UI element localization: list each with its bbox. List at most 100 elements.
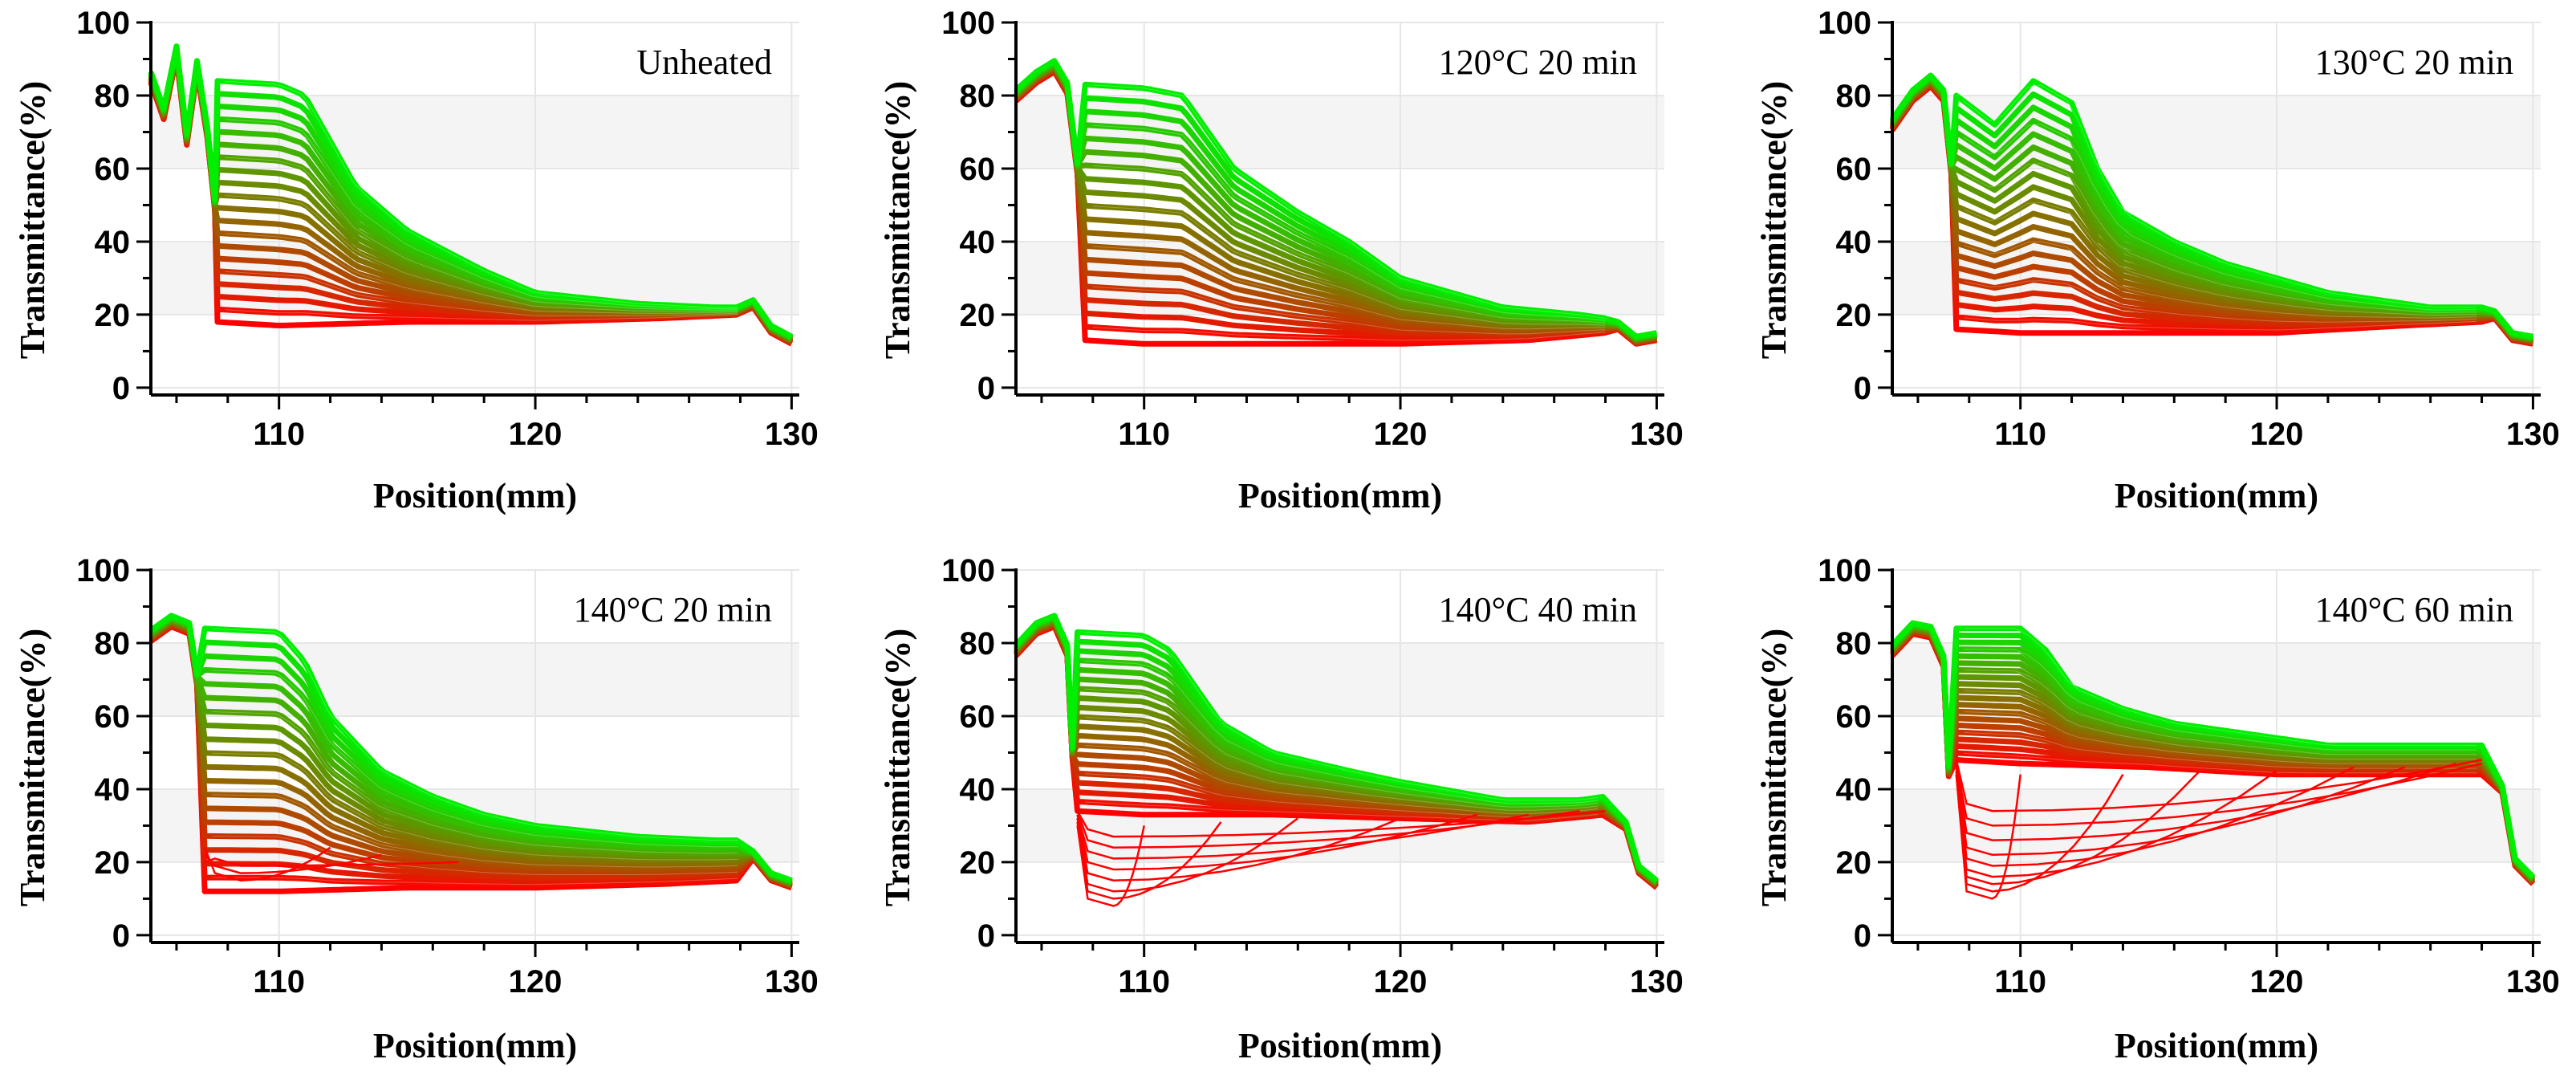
- x-tick-label: 130: [765, 417, 819, 452]
- transmittance-curve-20: [1014, 613, 1659, 883]
- curve-separator: [212, 752, 738, 861]
- curve-separator: [1092, 84, 1606, 319]
- transmittance-curve-20: [1014, 58, 1658, 340]
- curve-separator: [1964, 317, 2477, 331]
- y-tick-label: 80: [95, 79, 131, 114]
- curve-separator: [1964, 649, 2477, 751]
- curve-separator: [212, 877, 738, 886]
- data-curves: [1890, 620, 2535, 900]
- y-tick-label: 40: [1836, 772, 1872, 808]
- x-tick-label: 120: [2250, 417, 2304, 452]
- x-tick-label: 120: [509, 417, 563, 452]
- curve-separator: [1964, 280, 2477, 323]
- y-tick-label: 0: [977, 371, 995, 406]
- y-tick-label: 80: [960, 79, 996, 114]
- curve-separator: [212, 670, 738, 848]
- x-tick-label: 120: [1374, 964, 1428, 1000]
- data-curves: [1890, 72, 2534, 347]
- panel-4: 0 20 40 60 80 100 110 120 130 Position(mm) Transmi…: [13, 553, 819, 1065]
- data-curves: [148, 613, 793, 894]
- x-tick-label: 130: [2506, 964, 2560, 1000]
- panel-6: 0 20 40 60 80 100 110 120 130 Position(mm) Transmi…: [1754, 553, 2560, 1065]
- x-tick-label: 130: [2506, 417, 2560, 452]
- curve-separator: [1964, 124, 2477, 311]
- x-axis-title: Position(mm): [373, 1026, 577, 1065]
- curve-separator: [1964, 628, 2477, 746]
- y-tick-label: 20: [95, 298, 131, 333]
- early-curve-4: [1076, 817, 1401, 881]
- curve-separator: [1092, 327, 1606, 341]
- early-curve-8: [1076, 809, 1606, 838]
- x-axis-title: Position(mm): [373, 476, 577, 515]
- curve-separator: [1092, 206, 1606, 326]
- early-curve-7: [1076, 809, 1580, 849]
- transmittance-curve-20: [1890, 620, 2535, 879]
- y-axis-title: Transmittance(%): [1754, 629, 1794, 906]
- y-tick-label: 60: [1836, 699, 1872, 735]
- y-tick-label: 0: [977, 918, 995, 954]
- data-curves: [1014, 58, 1658, 347]
- y-tick-label: 60: [960, 699, 996, 735]
- y-tick-label: 80: [1836, 626, 1872, 662]
- y-axis-title: Transmittance(%): [13, 629, 52, 906]
- grid-band: [151, 642, 799, 716]
- early-curve-1: [204, 857, 459, 867]
- curve-separator: [225, 195, 738, 312]
- curve-separator: [225, 80, 738, 308]
- y-axis-title: Transmittance(%): [13, 81, 52, 359]
- x-tick-label: 130: [1630, 417, 1684, 452]
- curve-separator: [212, 794, 738, 868]
- y-tick-label: 80: [1836, 79, 1872, 114]
- curve-separator: [1085, 716, 1599, 811]
- x-axis-title: Position(mm): [1238, 1026, 1442, 1065]
- y-tick-label: 100: [76, 553, 130, 588]
- panel-5: 0 20 40 60 80 100 110 120 130 Position(mm) Transmi…: [878, 553, 1684, 1065]
- y-tick-label: 20: [95, 845, 131, 881]
- curve-separator: [1964, 202, 2477, 316]
- y-tick-label: 40: [960, 772, 996, 808]
- curve-separator: [1092, 165, 1606, 324]
- y-axis-title: Transmittance(%): [1754, 81, 1794, 359]
- y-tick-label: 100: [76, 6, 130, 41]
- panel-condition-label: 130°C 20 min: [2315, 43, 2513, 82]
- panel-condition-label: 120°C 20 min: [1439, 43, 1637, 82]
- curve-separator: [1085, 688, 1599, 808]
- early-curve-2: [204, 853, 382, 874]
- curve-separator: [1964, 84, 2477, 308]
- curve-separator: [225, 157, 738, 311]
- early-curve-9: [1955, 759, 2482, 812]
- y-tick-label: 100: [1818, 553, 1871, 588]
- early-curve-5: [1076, 813, 1478, 871]
- y-tick-label: 80: [95, 626, 131, 662]
- x-tick-label: 110: [1118, 964, 1170, 1000]
- transmittance-curve-20: [148, 613, 793, 883]
- panel-condition-label: 140°C 20 min: [574, 590, 772, 629]
- x-tick-label: 110: [1118, 417, 1170, 452]
- early-curve-1: [1076, 825, 1145, 907]
- x-tick-label: 130: [1630, 964, 1684, 1000]
- early-curve-8: [1955, 762, 2482, 827]
- curve-separator: [1964, 711, 2477, 764]
- early-curve-2: [1955, 774, 2124, 893]
- y-tick-label: 60: [95, 699, 131, 735]
- data-curves: [148, 43, 794, 347]
- panel-2: 0 20 40 60 80 100 110 120 130 Position(mm) Transmi…: [878, 6, 1684, 515]
- y-tick-label: 40: [95, 772, 131, 808]
- curve-separator: [225, 271, 738, 316]
- curve-separator: [1092, 246, 1606, 330]
- y-tick-label: 100: [941, 6, 995, 41]
- x-tick-label: 120: [509, 964, 563, 1000]
- y-axis-title: Transmittance(%): [878, 629, 917, 906]
- data-curves: [1014, 613, 1659, 907]
- y-tick-label: 40: [1836, 225, 1872, 260]
- curve-separator: [1964, 690, 2477, 760]
- panel-condition-label: 140°C 60 min: [2315, 590, 2513, 629]
- transmittance-curve-20: [1890, 72, 2534, 340]
- y-axis-title: Transmittance(%): [878, 81, 917, 359]
- x-tick-label: 120: [2250, 964, 2304, 1000]
- y-tick-label: 60: [960, 152, 996, 187]
- panel-condition-label: Unheated: [636, 43, 772, 82]
- x-tick-label: 110: [1994, 964, 2046, 1000]
- curve-separator: [1964, 732, 2477, 769]
- curve-separator: [1085, 660, 1599, 804]
